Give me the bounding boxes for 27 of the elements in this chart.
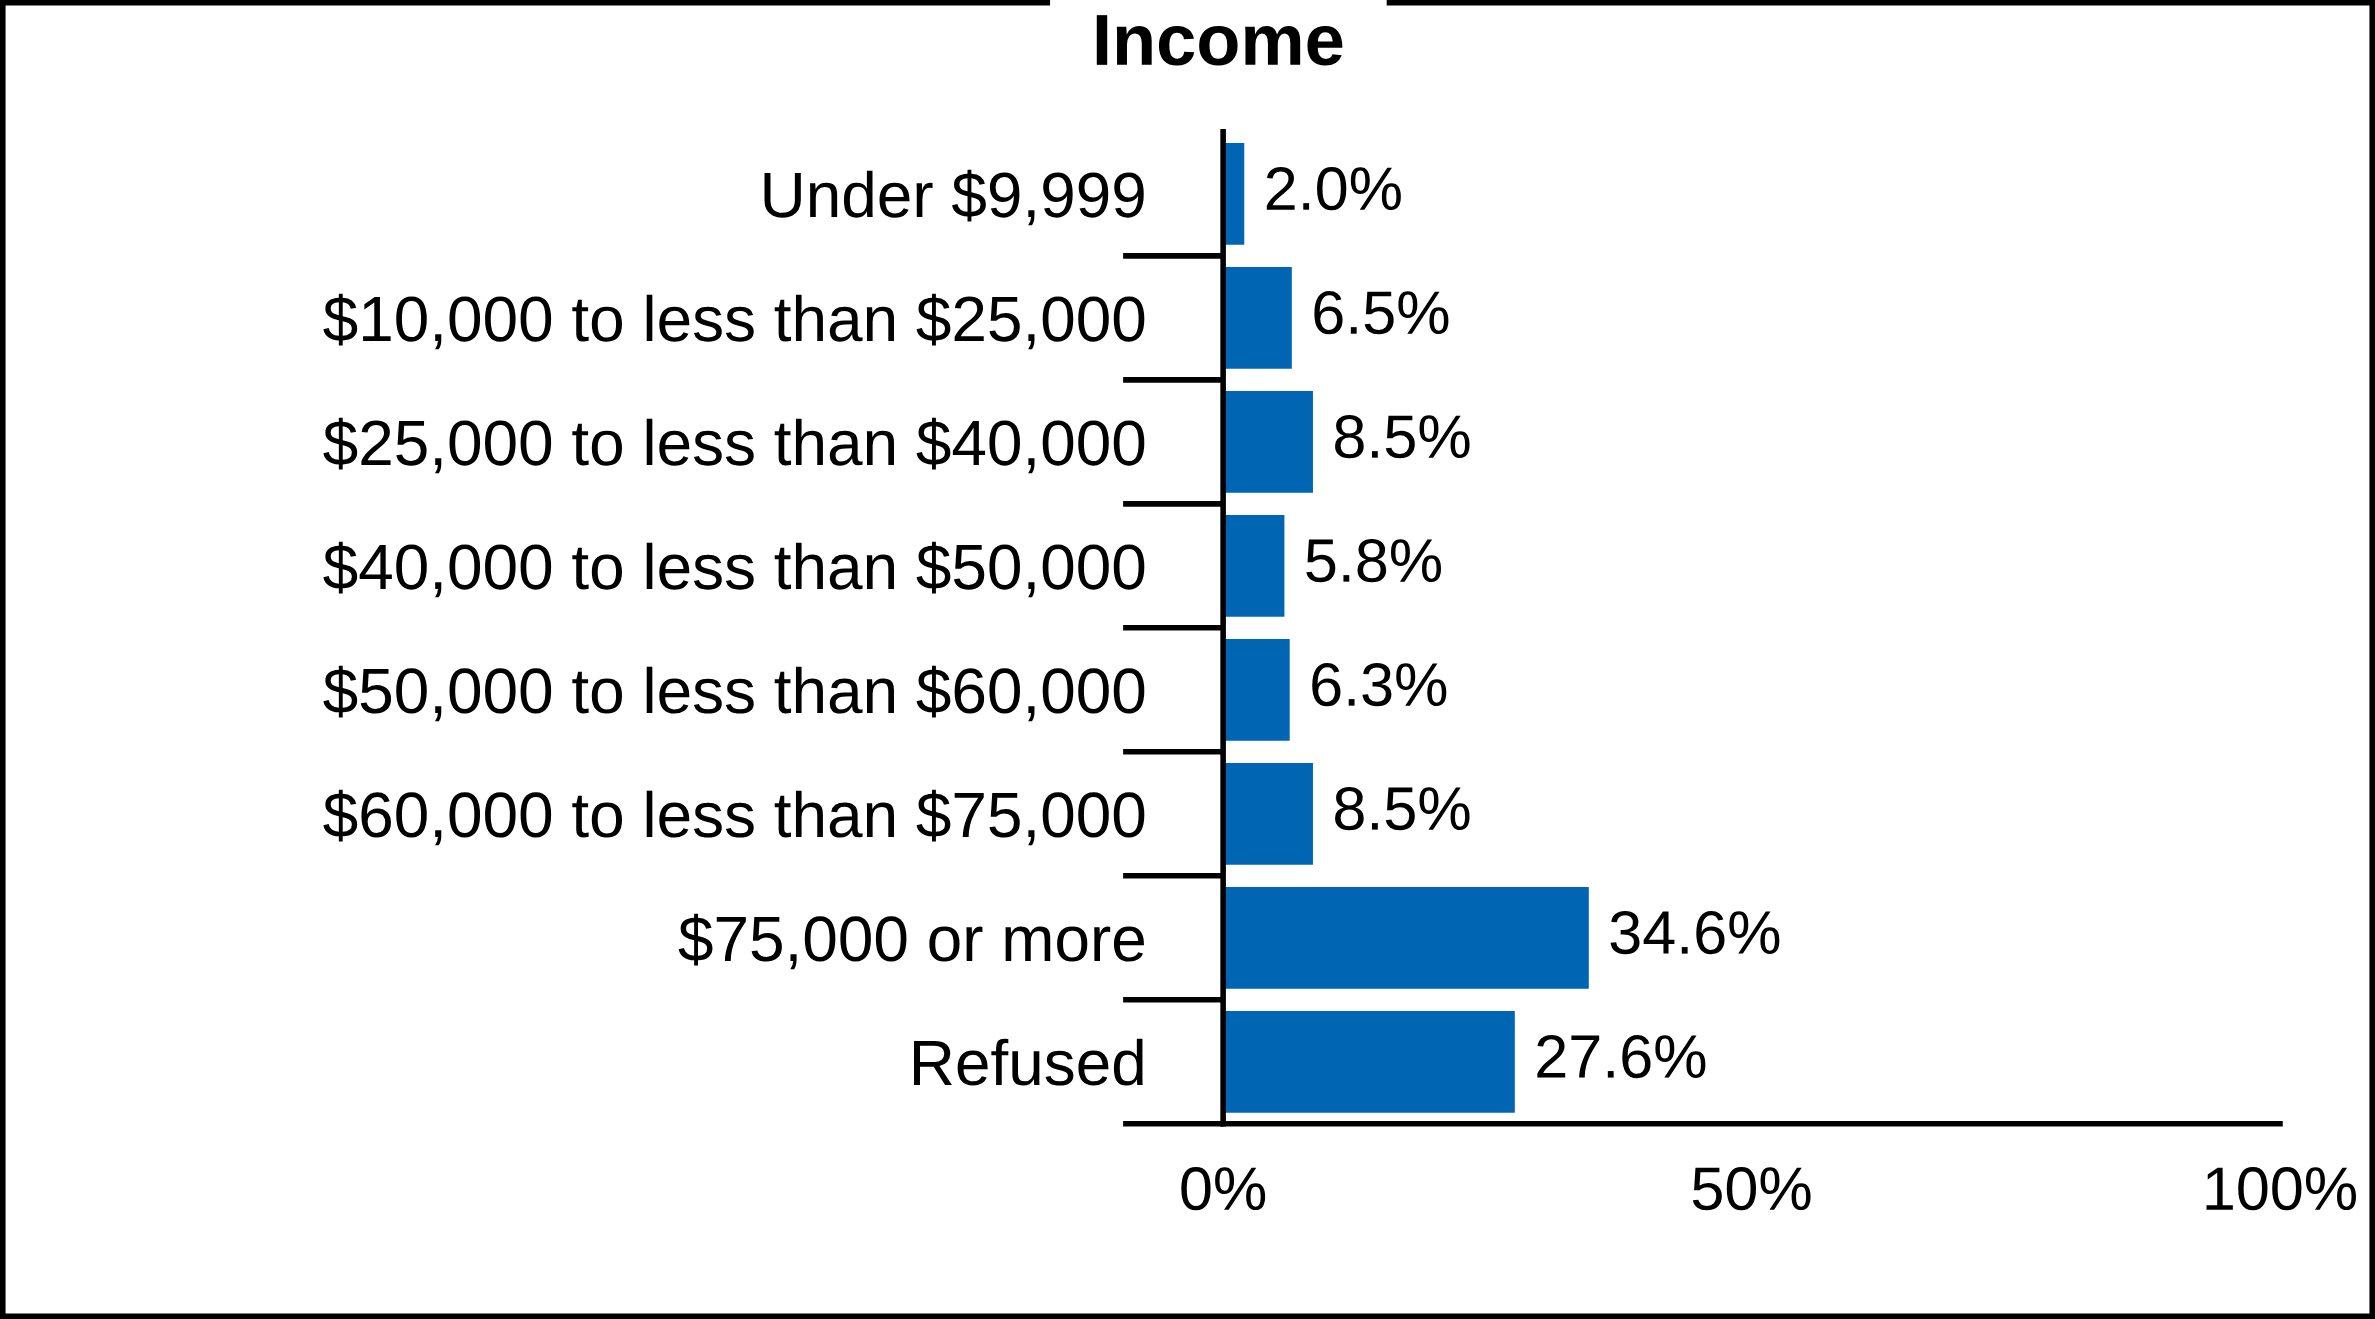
y-tick-label: $10,000 to less than $25,000 <box>323 293 1145 350</box>
data-label: 27.6% <box>1537 1034 1706 1079</box>
y-tick-label: $50,000 to less than $60,000 <box>323 665 1145 722</box>
bar <box>1223 762 1313 865</box>
y-tick-label: $75,000 or more <box>678 913 1144 970</box>
data-label: 34.6% <box>1610 910 1780 955</box>
data-label: 8.5% <box>1335 415 1470 459</box>
y-tick-label: $25,000 to less than $40,000 <box>323 417 1145 474</box>
bar <box>1223 639 1290 741</box>
y-tick-label: Refused <box>914 1038 1143 1086</box>
bar <box>1223 1010 1515 1113</box>
bar <box>1223 515 1285 617</box>
bar <box>1223 391 1313 493</box>
x-tick-label: 0% <box>1181 1167 1266 1211</box>
bar <box>1223 886 1589 989</box>
y-tick-label: $60,000 to less than $75,000 <box>323 789 1145 846</box>
data-label: 2.0% <box>1266 167 1401 211</box>
data-label: 6.3% <box>1312 662 1447 707</box>
data-label: 5.8% <box>1306 538 1441 583</box>
bar <box>1223 267 1292 369</box>
data-label: 8.5% <box>1335 786 1470 831</box>
x-tick-label: 50% <box>1692 1167 1811 1211</box>
y-tick-label: Under $9,999 <box>764 169 1144 226</box>
data-label: 6.5% <box>1314 291 1449 335</box>
chart-title: Income <box>1096 15 1343 66</box>
x-tick-label: 100% <box>2206 1167 2356 1211</box>
y-tick-label: $40,000 to less than $50,000 <box>323 541 1145 598</box>
